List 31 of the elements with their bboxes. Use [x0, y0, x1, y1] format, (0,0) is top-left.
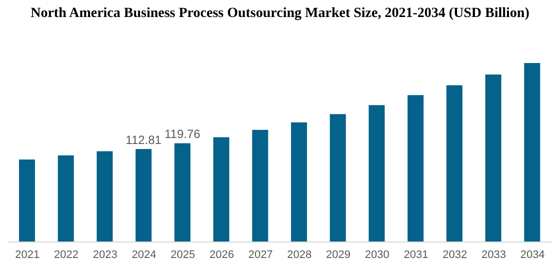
bar — [446, 85, 462, 242]
chart-title: North America Business Process Outsourcing Market Size, 2021-2034 (USD Billion) — [30, 6, 530, 23]
x-tick-label: 2022 — [54, 248, 79, 261]
bar — [330, 114, 346, 242]
bar — [58, 155, 74, 242]
data-label: 119.76 — [164, 127, 201, 142]
bar — [213, 137, 230, 242]
x-tick-label: 2029 — [326, 248, 351, 261]
bar — [96, 151, 113, 242]
x-tick-label: 2030 — [364, 248, 390, 261]
bar — [368, 105, 385, 242]
x-tick-label: 2027 — [248, 248, 273, 261]
bar — [408, 95, 424, 242]
x-tick-label: 2021 — [15, 248, 40, 261]
bar — [291, 122, 307, 242]
x-tick-label: 2028 — [287, 248, 312, 261]
x-tick-label: 2024 — [132, 248, 156, 261]
bar — [485, 74, 502, 242]
x-tick-label: 2031 — [404, 248, 428, 261]
x-tick-label: 2023 — [92, 248, 118, 261]
bar — [252, 130, 268, 242]
data-label: 112.81 — [126, 132, 162, 147]
bar — [174, 143, 190, 242]
x-tick-label: 2034 — [520, 248, 545, 261]
bar — [524, 63, 540, 242]
bar — [136, 148, 152, 242]
bar — [19, 160, 35, 242]
x-tick-label: 2025 — [170, 248, 196, 261]
x-tick-label: 2026 — [209, 248, 234, 261]
x-tick-label: 2033 — [481, 248, 506, 261]
x-tick-label: 2032 — [442, 248, 468, 261]
